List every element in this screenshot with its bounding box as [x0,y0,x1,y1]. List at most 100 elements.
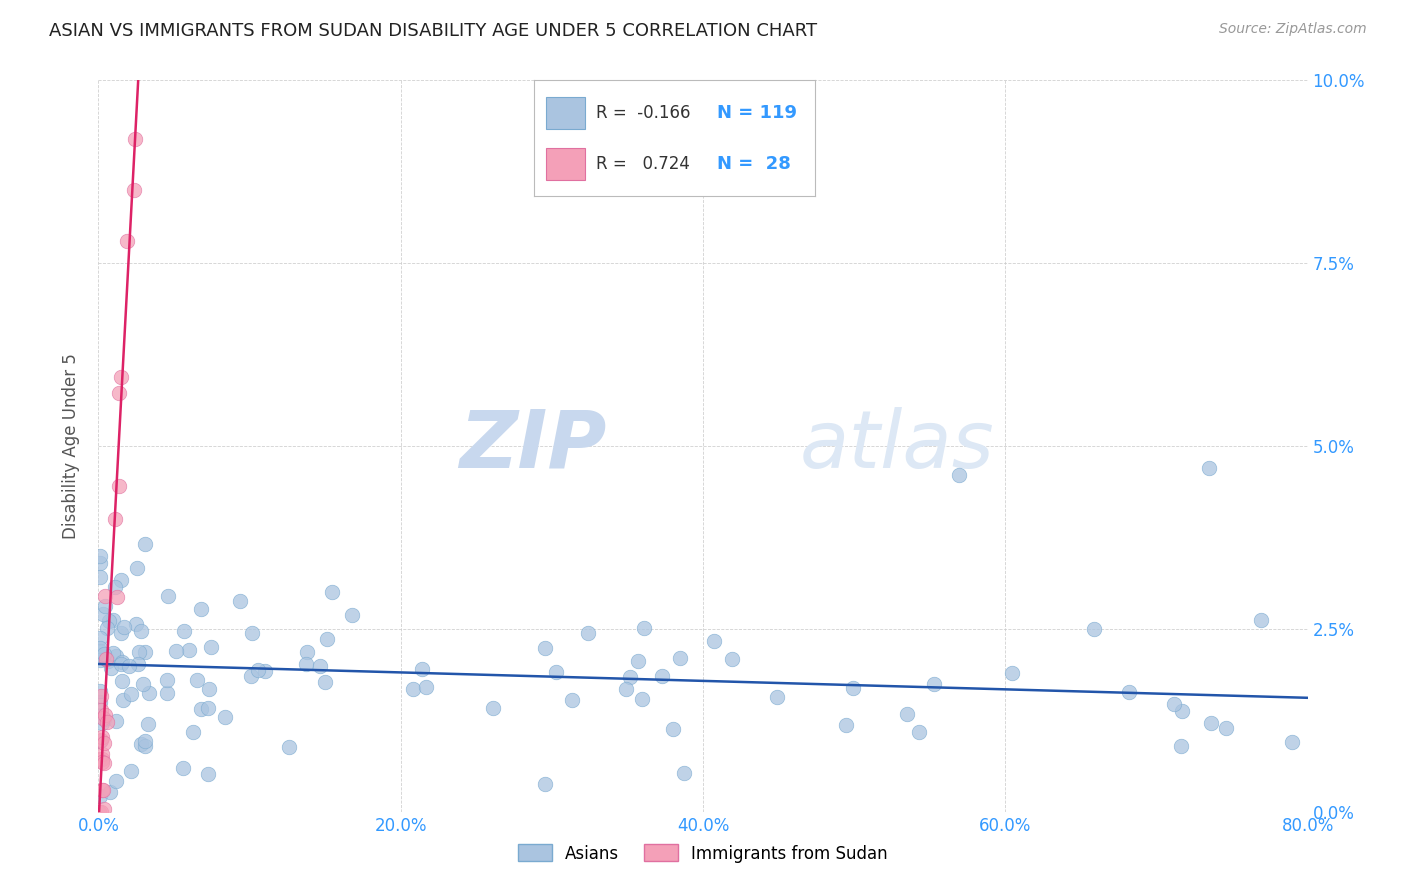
Point [766,690,789,704]
Point [117,659,139,673]
Point [190,602,212,616]
Point [309,658,332,673]
Point [402,682,425,697]
Point [87,805,110,819]
Point [633,621,655,635]
Point [89,683,111,698]
Point [103,613,125,627]
Point [93,802,115,816]
Point [842,681,865,696]
Point [157,589,180,603]
Point [91,648,114,663]
Text: ZIP: ZIP [458,407,606,485]
Point [90,703,112,717]
Point [134,739,156,753]
Point [93,712,115,726]
Text: R =  -0.166: R = -0.166 [596,103,690,121]
Point [89,695,111,709]
Point [1163,698,1185,712]
Point [295,657,318,671]
Point [669,651,692,665]
Point [197,701,219,715]
Point [96,621,118,635]
Point [128,645,150,659]
Point [91,711,114,725]
Point [111,673,134,688]
Point [138,686,160,700]
Point [619,670,641,684]
Point [120,687,142,701]
Point [533,641,555,656]
Point [97,614,120,628]
Point [197,681,219,696]
Point [98,785,121,799]
Text: R =   0.724: R = 0.724 [596,155,690,173]
FancyBboxPatch shape [546,96,585,129]
Point [134,537,156,551]
Point [91,782,114,797]
Point [534,777,557,791]
Point [91,756,114,770]
Point [94,652,117,666]
Point [96,714,118,729]
Point [124,132,146,146]
Point [104,580,127,594]
Point [94,708,117,723]
Point [91,607,114,621]
Point [125,561,148,575]
Point [110,657,132,672]
Point [186,673,208,687]
Point [190,702,212,716]
Point [89,789,111,803]
Point [181,724,204,739]
Point [125,617,148,632]
Point [835,718,858,732]
Point [104,512,127,526]
Point [105,590,128,604]
Point [342,607,364,622]
Point [108,479,131,493]
Point [297,645,319,659]
Point [1170,739,1192,753]
Point [89,734,111,748]
Point [90,752,112,766]
Point [93,647,115,661]
Point [1215,721,1237,735]
Point [94,599,117,613]
Point [132,677,155,691]
Point [89,549,111,563]
Point [314,675,336,690]
Point [90,715,112,730]
Point [482,701,505,715]
Point [89,708,111,723]
Point [89,644,111,658]
Text: Source: ZipAtlas.com: Source: ZipAtlas.com [1219,22,1367,37]
Point [89,556,111,570]
Point [129,737,152,751]
Point [673,766,696,780]
Point [173,624,195,638]
Point [614,682,637,697]
Point [93,756,115,770]
Point [229,594,252,608]
Point [214,709,236,723]
Point [87,752,110,766]
Point [104,714,127,728]
Point [134,645,156,659]
Point [177,643,200,657]
Point [90,689,112,703]
Point [100,661,122,675]
Point [129,624,152,639]
Point [172,761,194,775]
Point [922,677,945,691]
Point [124,183,146,197]
Point [254,665,277,679]
Point [626,654,648,668]
Point [896,707,918,722]
Point [1199,716,1222,731]
Point [97,654,120,668]
Point [321,585,343,599]
Point [315,632,337,646]
Point [93,736,115,750]
Point [110,370,132,384]
